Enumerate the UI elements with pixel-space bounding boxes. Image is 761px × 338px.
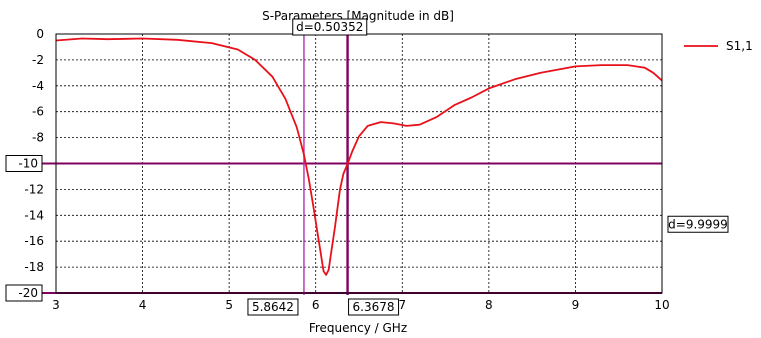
x-marker-label-box: [348, 298, 400, 316]
y-tick-label: -18: [24, 260, 44, 274]
x-tick-label: 8: [485, 298, 493, 312]
y-tick-label: -4: [32, 79, 44, 93]
y-tick-label: -16: [24, 234, 44, 248]
y-tick-label: -14: [24, 208, 44, 222]
x-tick-label: 7: [398, 298, 406, 312]
y-marker-label-box: [5, 155, 43, 172]
y-marker-label-box: [5, 284, 43, 302]
y-marker-label: -20: [18, 286, 38, 300]
x-tick-label: 5: [225, 298, 233, 312]
y-tick-label: -2: [32, 53, 44, 67]
y-delta-label-box: [667, 215, 729, 233]
marker-layer: [42, 30, 662, 295]
x-marker-label: 5.8642: [252, 300, 294, 314]
x-tick-label: 10: [654, 298, 669, 312]
x-tick-label: 6: [312, 298, 320, 312]
y-delta-label: d=9.9999: [668, 217, 728, 231]
y-tick-label: -12: [24, 182, 44, 196]
y-marker-label: -10: [18, 157, 38, 171]
y-tick-label: 0: [36, 27, 44, 41]
tick-label-layer: 3 4 5 6 7 8 9 10 0 -2 -4 -6 -8 -10 -12 -14 -16 -18 -20: [5, 27, 670, 312]
x-marker-label: 6.3678: [353, 300, 395, 314]
legend-label: S1,1: [726, 39, 753, 53]
marker-label-layer: 5.8642 6.3678 d=0.50352 d=9.9999: [247, 18, 729, 316]
x-axis-label: Frequency / GHz: [309, 321, 407, 335]
x-delta-label-box: [292, 18, 368, 36]
x-delta-label: d=0.50352: [296, 20, 363, 34]
series-line-s11: [55, 37, 663, 276]
x-tick-label: 9: [572, 298, 580, 312]
y-tick-label: -6: [32, 105, 44, 119]
x-marker-label-box: [247, 298, 299, 316]
x-tick-label: 3: [52, 298, 60, 312]
legend: S1,1: [684, 39, 753, 53]
x-tick-label: 4: [139, 298, 147, 312]
series-layer: [55, 37, 663, 276]
y-tick-label: -8: [32, 131, 44, 145]
